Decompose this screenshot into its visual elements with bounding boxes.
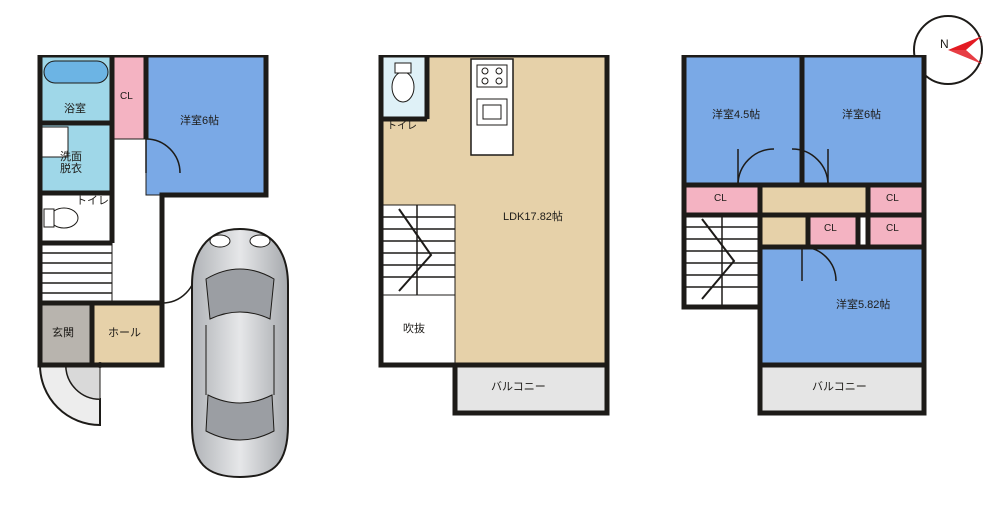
label-cl-a: CL — [714, 193, 727, 204]
label-toilet1: トイレ — [76, 195, 109, 207]
label-bed6b: 洋室6帖 — [842, 109, 881, 121]
label-cl1: CL — [120, 91, 133, 102]
label-void: 吹抜 — [403, 323, 425, 335]
parking-car — [180, 225, 300, 485]
floor-1: 浴室 洗面 脱衣 トイレ CL 洋室6帖 玄関 ホール — [30, 55, 340, 495]
floor-3: 洋室4.5帖 洋室6帖 洋室5.82帖 CL CL CL CL バルコニー — [678, 55, 958, 475]
label-wash: 洗面 脱衣 — [60, 151, 82, 175]
label-toilet2: トイレ — [387, 121, 417, 132]
label-ldk: LDK17.82帖 — [503, 211, 563, 223]
label-bath: 浴室 — [64, 103, 86, 115]
label-bed1: 洋室6帖 — [180, 115, 219, 127]
compass-label: N — [940, 37, 949, 51]
label-bed45: 洋室4.5帖 — [712, 109, 760, 121]
floor-2: トイレ LDK17.82帖 吹抜 バルコニー — [375, 55, 635, 475]
label-cl-c: CL — [886, 223, 899, 234]
label-balcony3: バルコニー — [812, 381, 867, 393]
label-cl-d: CL — [886, 193, 899, 204]
kitchen — [471, 59, 513, 155]
label-balcony2: バルコニー — [491, 381, 546, 393]
label-bed582: 洋室5.82帖 — [836, 299, 890, 311]
label-cl-b: CL — [824, 223, 837, 234]
label-hall: ホール — [108, 327, 141, 339]
label-genkan: 玄関 — [52, 327, 74, 339]
